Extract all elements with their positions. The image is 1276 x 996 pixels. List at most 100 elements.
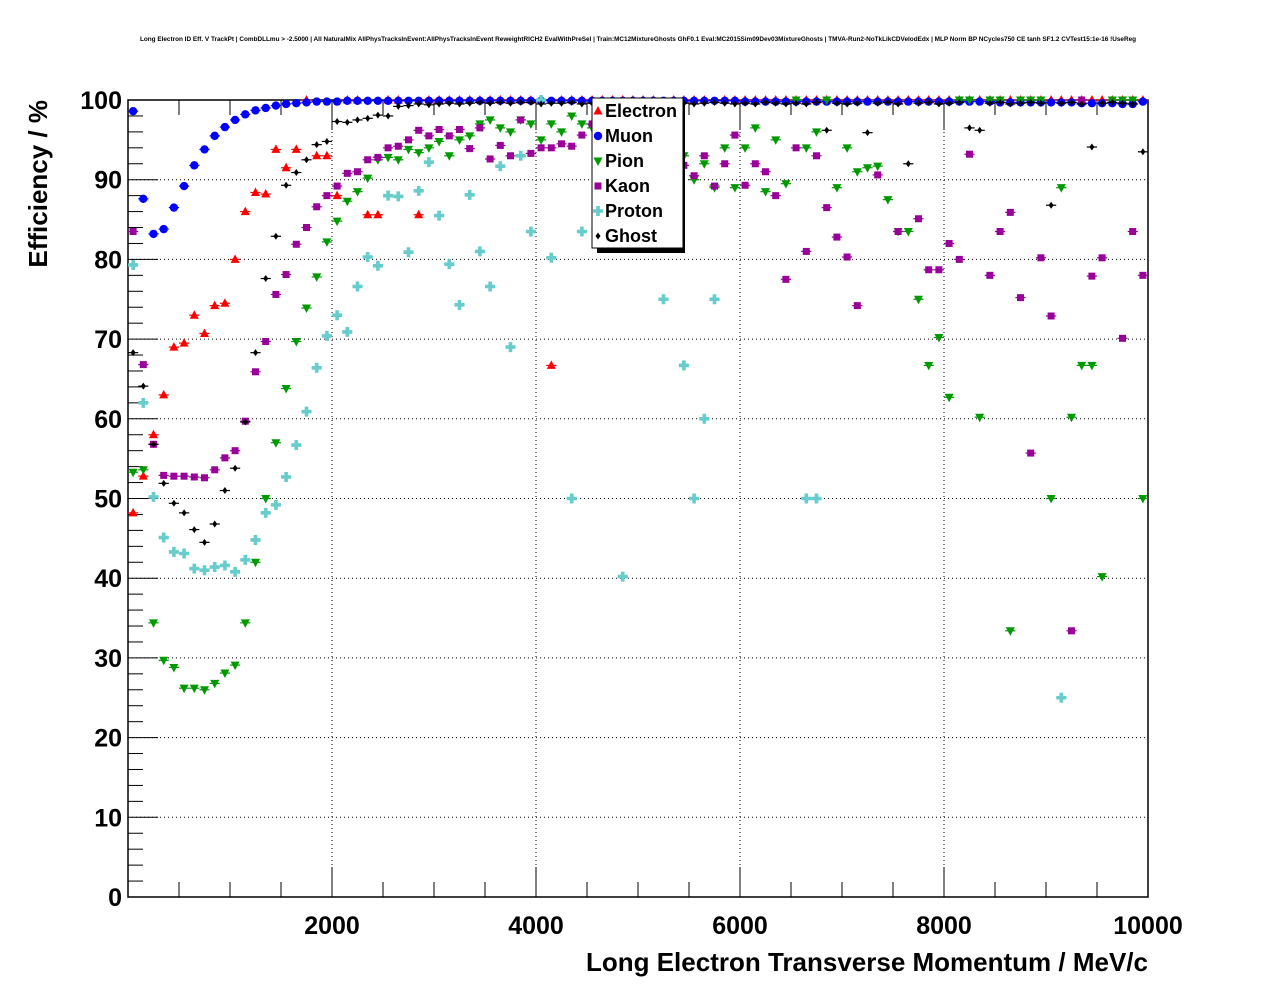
data-point-ghost [1109,98,1115,106]
data-point-pion [465,132,475,141]
data-point-kaon [139,361,147,369]
data-point-ghost [885,98,891,106]
data-point-ghost [406,102,411,110]
data-point-kaon [741,181,749,189]
data-point-kaon [333,182,341,190]
data-point-ghost [763,98,768,106]
data-point-proton [250,534,261,545]
data-point-muon [1046,98,1056,107]
data-point-kaon [690,172,698,180]
data-point-proton [658,294,669,305]
data-point-ghost [1130,100,1136,108]
data-point-muon [302,98,311,107]
data-point-pion [965,96,974,105]
data-point-proton [801,493,812,504]
series-kaon [128,96,1148,635]
data-point-pion [536,136,546,145]
data-point-pion [291,337,301,347]
data-point-ghost [171,499,177,507]
data-point-proton [413,185,424,196]
data-point-pion [149,619,158,628]
data-point-pion [393,156,403,165]
data-point-ghost [263,275,269,283]
y-tick-label: 10 [94,804,122,832]
data-point-pion [1077,361,1087,371]
data-point-kaon [486,155,494,163]
data-point-pion [567,112,577,121]
data-point-kaon [292,240,300,248]
data-point-proton [811,493,822,504]
data-point-ghost [324,137,330,145]
data-point-ghost [528,98,534,106]
data-point-ghost [701,99,707,107]
x-tick-label: 4000 [508,912,564,940]
data-point-ghost [181,509,187,517]
data-point-proton [464,189,475,200]
data-point-proton [281,471,292,482]
data-point-pion [128,468,138,478]
data-point-kaon [711,182,718,190]
data-point-kaon [211,466,219,474]
data-point-pion [363,174,373,184]
data-point-ghost [314,141,320,149]
data-point-muon [281,99,291,109]
data-point-electron [261,189,271,198]
data-point-kaon [578,131,586,139]
data-point-kaon [170,472,178,480]
data-point-kaon [517,116,525,124]
data-point-electron [149,429,158,439]
data-point-electron [281,162,291,172]
legend-box [591,97,684,249]
data-point-kaon [527,149,535,157]
data-point-pion [404,145,413,155]
data-point-ghost [304,156,309,164]
data-point-ghost [365,114,371,122]
data-point-pion [506,128,515,137]
data-point-pion [1067,413,1076,423]
data-point-pion [495,124,505,133]
data-point-electron [363,209,373,219]
data-point-muon [230,115,240,125]
data-point-pion [455,136,464,145]
data-point-proton [168,546,179,557]
data-point-muon [904,97,913,106]
data-point-pion [720,144,730,153]
data-point-kaon [466,145,474,153]
legend-label-proton: Proton [605,201,663,221]
data-point-proton [240,554,251,565]
data-point-kaon [986,271,994,279]
data-point-kaon [252,368,259,376]
data-point-ghost [946,99,952,107]
data-point-kaon [496,141,504,149]
data-point-muon [190,161,199,170]
data-point-muon [179,181,189,191]
data-point-electron [312,150,322,160]
data-point-proton [444,259,455,270]
data-point-pion [383,153,393,163]
chart-title: Long Electron ID Eff. V TrackPt | CombDL… [139,36,1137,43]
data-point-proton [546,252,557,263]
data-point-muon [353,96,362,105]
data-point-kaon [221,454,229,462]
data-point-muon [241,110,250,119]
data-point-pion [526,120,536,129]
data-point-ghost [487,99,493,107]
data-point-ghost [130,349,136,357]
x-axis-title: Long Electron Transverse Momentum / MeV/… [586,947,1148,977]
data-point-kaon [364,156,372,164]
data-point-proton [372,260,383,271]
data-point-electron [291,144,301,153]
data-point-proton [342,326,353,337]
data-point-pion [302,304,311,314]
data-point-ghost [691,100,697,108]
data-point-ghost [579,100,585,108]
data-point-ghost [202,538,207,546]
data-point-ghost [1089,143,1095,151]
legend-label-pion: Pion [605,151,644,171]
data-point-ghost [722,99,728,107]
data-point-muon [261,103,270,113]
data-point-pion [750,124,760,133]
data-point-ghost [875,99,881,107]
data-point-proton [454,299,465,310]
